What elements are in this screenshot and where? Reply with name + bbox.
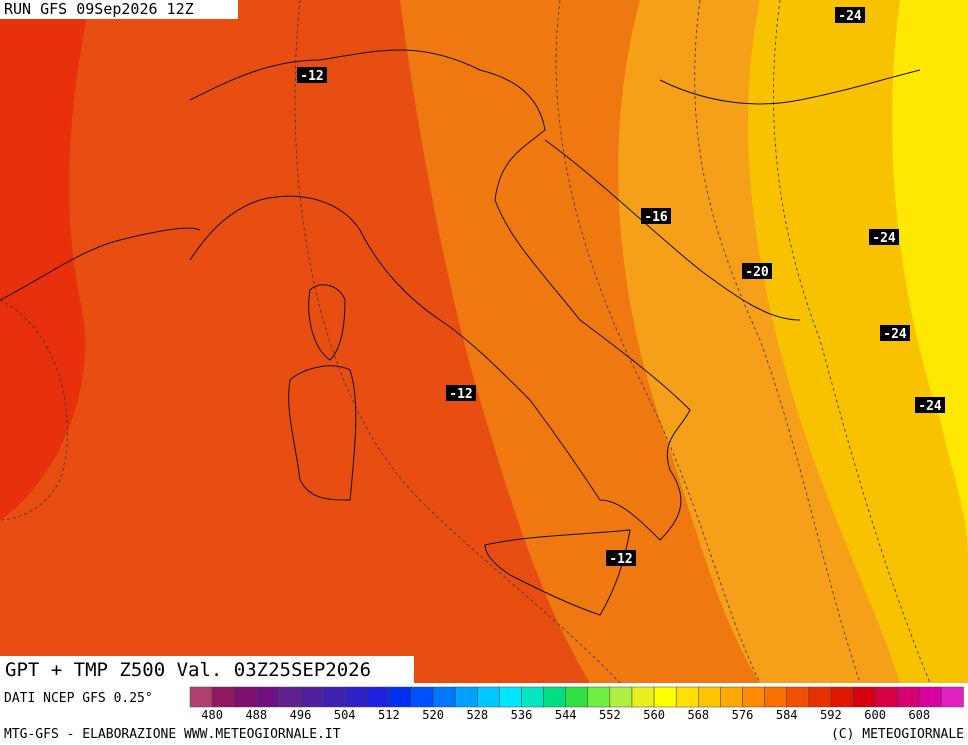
colorbar-box xyxy=(565,686,589,708)
colorbar-box xyxy=(698,686,721,708)
contour-label: -12 xyxy=(300,69,323,84)
footer-left: MTG-GFS - ELABORAZIONE WWW.METEOGIORNALE… xyxy=(4,727,341,742)
contour-label: -24 xyxy=(918,399,942,414)
map-background xyxy=(0,0,968,683)
colorbar-label: 520 xyxy=(422,708,444,722)
sardinia xyxy=(288,365,357,501)
colorbar-box xyxy=(278,686,301,708)
colorbar-label: 512 xyxy=(378,708,400,722)
colorbar-label: 592 xyxy=(820,708,842,722)
colorbar-label: 480 xyxy=(201,708,223,722)
colorbar-box xyxy=(587,686,611,708)
colorbar-box xyxy=(543,686,566,708)
colorbar-box xyxy=(653,686,677,708)
isotherms xyxy=(0,0,931,684)
coastlines xyxy=(0,49,921,616)
colorbar-box xyxy=(477,686,500,708)
colorbar-box xyxy=(941,686,964,708)
colorbar-label: 496 xyxy=(290,708,312,722)
contour-label-box xyxy=(915,397,945,413)
colorbar-label: 600 xyxy=(864,708,886,722)
colorbar-label: 560 xyxy=(643,708,665,722)
isotherm xyxy=(0,299,68,521)
contour-label-box xyxy=(869,229,899,245)
colorbar-box xyxy=(830,686,854,708)
colorbar-label: 504 xyxy=(334,708,356,722)
colorbar-label: 584 xyxy=(776,708,798,722)
corsica xyxy=(308,284,346,361)
contour-label: -16 xyxy=(644,210,668,225)
colorbar-box xyxy=(720,686,743,708)
france-coast xyxy=(0,227,201,301)
italy-coast xyxy=(189,49,691,541)
contour-label: -24 xyxy=(838,9,862,24)
colorbar-box xyxy=(499,686,522,708)
colorbar-label: 576 xyxy=(732,708,754,722)
colorbar-box xyxy=(189,686,213,708)
footer-right: (C) METEOGIORNALE xyxy=(831,727,964,742)
colorbar-box xyxy=(256,686,279,708)
contour-label: -24 xyxy=(872,231,896,246)
contour-labels: -24 -12 -16 -24 -20 -24 -12 -24 -12 xyxy=(297,7,945,567)
colorbar-box xyxy=(896,686,920,708)
sicily xyxy=(484,529,631,616)
source: DATI NCEP GFS 0.25° xyxy=(4,691,153,706)
colorbar-box xyxy=(432,686,456,708)
colorbar-box xyxy=(786,686,810,708)
colorbar-label: 568 xyxy=(687,708,709,722)
colorbar: 480 488 496 504 512 520 528 536 544 552 560 568 576 5… xyxy=(189,686,964,722)
colorbar-box xyxy=(675,686,699,708)
colorbar-box xyxy=(609,686,633,708)
colorbar-label: 608 xyxy=(908,708,930,722)
balkans-coast xyxy=(544,69,921,321)
colorbar-box xyxy=(410,686,434,708)
contour-label-box xyxy=(641,208,671,224)
isotherm xyxy=(555,0,761,684)
contour-label-box xyxy=(835,7,865,23)
colorbar-box xyxy=(808,686,832,708)
colorbar-box xyxy=(211,686,235,708)
contour-label-box xyxy=(880,325,910,341)
colorbar-box xyxy=(322,686,345,708)
colorbar-box xyxy=(919,686,942,708)
contour-label: -24 xyxy=(883,327,907,342)
colorbar-box xyxy=(300,686,323,708)
band xyxy=(0,0,590,683)
colorbar-label: 544 xyxy=(555,708,577,722)
colorbar-box xyxy=(631,686,655,708)
colorbar-box xyxy=(454,686,478,708)
contour-label-box xyxy=(446,385,476,401)
band xyxy=(0,0,90,520)
isotherm xyxy=(694,0,861,684)
colorbar-label: 488 xyxy=(245,708,267,722)
contour-label-box xyxy=(606,550,636,566)
contour-label: -12 xyxy=(609,552,632,567)
contour-label-box xyxy=(742,263,772,279)
colorbar-box xyxy=(852,686,876,708)
colorbar-box xyxy=(742,686,765,708)
run-label: RUN GFS 09Sep2026 12Z xyxy=(4,0,194,18)
colorbar-box xyxy=(388,686,412,708)
title-box xyxy=(0,656,414,684)
run-box xyxy=(0,0,238,19)
colorbar-box xyxy=(233,686,257,708)
colorbar-label: 552 xyxy=(599,708,621,722)
map-title: GPT + TMP Z500 Val. 03Z25SEP2026 xyxy=(5,659,371,681)
contour-label-box xyxy=(297,67,327,83)
isotherm xyxy=(294,0,621,684)
contour-label: -12 xyxy=(449,387,472,402)
contour-label: -20 xyxy=(745,265,769,280)
colorbar-box xyxy=(521,686,544,708)
colorbar-box xyxy=(764,686,787,708)
colorbar-label: 528 xyxy=(466,708,488,722)
colorbar-box xyxy=(344,686,368,708)
colorbar-label: 536 xyxy=(511,708,533,722)
colorbar-box xyxy=(874,686,898,708)
colorbar-box xyxy=(366,686,390,708)
